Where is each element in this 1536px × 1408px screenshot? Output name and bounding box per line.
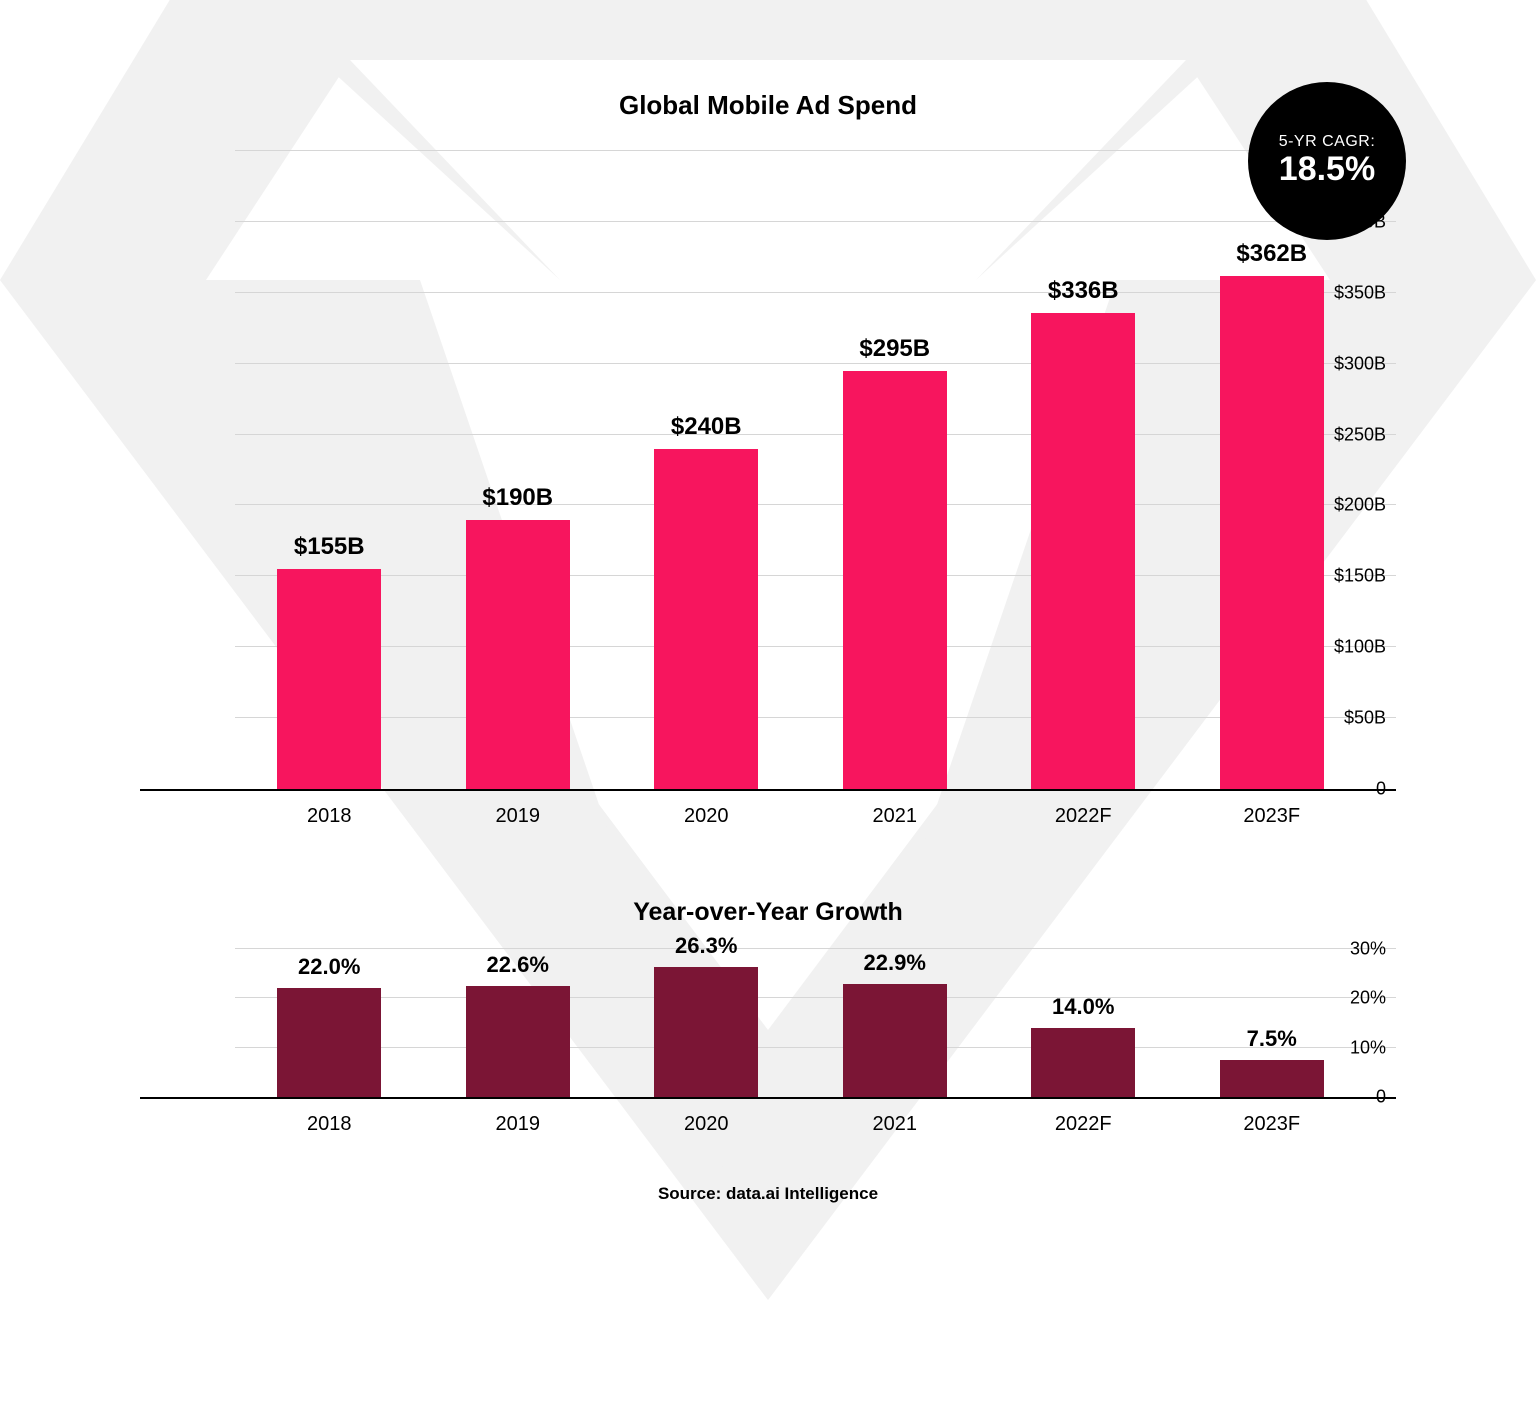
bar-column: $362B xyxy=(1220,151,1324,789)
bar-value-label: 22.9% xyxy=(791,950,998,976)
bar-column: $240B xyxy=(654,151,758,789)
bars-container: $155B $190B $240B $295B $336B $362B xyxy=(235,151,1366,789)
bar-column: 14.0% xyxy=(1031,949,1135,1097)
bar-value-label: $155B xyxy=(226,533,433,561)
x-tick-label: 2020 xyxy=(612,1099,801,1136)
bar-column: $336B xyxy=(1031,151,1135,789)
yoy-chart: Year-over-Year Growth 010%20%30%22.0%22.… xyxy=(140,898,1396,1136)
bar xyxy=(277,988,381,1097)
bar xyxy=(1220,1060,1324,1097)
y-tick-label: 0 xyxy=(1376,779,1386,800)
bar xyxy=(654,449,758,789)
x-tick-label: 2018 xyxy=(235,791,424,828)
bar-value-label: 22.0% xyxy=(226,954,433,980)
cagr-badge-label: 5-YR CAGR: xyxy=(1279,133,1376,151)
bar-value-label: 26.3% xyxy=(603,933,810,959)
bar xyxy=(1031,1028,1135,1097)
source-attribution: Source: data.ai Intelligence xyxy=(140,1184,1396,1204)
bar-column: 22.0% xyxy=(277,949,381,1097)
x-tick-label: 2019 xyxy=(424,1099,613,1136)
yoy-plot-area: 010%20%30%22.0%22.6%26.3%22.9%14.0%7.5% xyxy=(140,949,1396,1099)
x-tick-label: 2023F xyxy=(1178,1099,1367,1136)
bar-value-label: 22.6% xyxy=(414,952,621,978)
x-tick-label: 2021 xyxy=(801,1099,990,1136)
bar-column: $295B xyxy=(843,151,947,789)
x-tick-label: 2022F xyxy=(989,791,1178,828)
cagr-badge: 5-YR CAGR: 18.5% xyxy=(1248,82,1406,240)
bar xyxy=(843,984,947,1097)
x-tick-label: 2022F xyxy=(989,1099,1178,1136)
x-tick-label: 2019 xyxy=(424,791,613,828)
bar-value-label: $240B xyxy=(603,413,810,441)
spend-chart-title: Global Mobile Ad Spend xyxy=(140,90,1396,121)
bar xyxy=(654,967,758,1097)
cagr-badge-value: 18.5% xyxy=(1279,151,1375,188)
bar-value-label: 7.5% xyxy=(1168,1026,1375,1052)
bar-column: $155B xyxy=(277,151,381,789)
bar-value-label: $362B xyxy=(1168,240,1375,268)
bar-value-label: $190B xyxy=(414,484,621,512)
spend-x-axis: 20182019202020212022F2023F xyxy=(235,791,1366,828)
yoy-x-axis: 20182019202020212022F2023F xyxy=(235,1099,1366,1136)
bar xyxy=(466,986,570,1097)
x-tick-label: 2023F xyxy=(1178,791,1367,828)
bar-column: 22.6% xyxy=(466,949,570,1097)
spend-chart: Global Mobile Ad Spend 5-YR CAGR: 18.5% … xyxy=(140,90,1396,828)
bar-value-label: 14.0% xyxy=(980,994,1187,1020)
bar xyxy=(466,520,570,789)
bar-column: 26.3% xyxy=(654,949,758,1097)
y-tick-label: 0 xyxy=(1376,1087,1386,1108)
x-tick-label: 2018 xyxy=(235,1099,424,1136)
bars-container: 22.0% 22.6% 26.3% 22.9% 14.0% 7.5% xyxy=(235,949,1366,1097)
bar xyxy=(1031,313,1135,789)
bar-column: 22.9% xyxy=(843,949,947,1097)
bar-column: 7.5% xyxy=(1220,949,1324,1097)
bar xyxy=(843,371,947,789)
bar-value-label: $295B xyxy=(791,335,998,363)
bar-column: $190B xyxy=(466,151,570,789)
x-tick-label: 2020 xyxy=(612,791,801,828)
x-tick-label: 2021 xyxy=(801,791,990,828)
bar xyxy=(1220,276,1324,789)
yoy-chart-title: Year-over-Year Growth xyxy=(140,898,1396,927)
spend-plot-area: 0$50B$100B$150B$200B$250B$300B$350B$400B… xyxy=(140,151,1396,791)
bar-value-label: $336B xyxy=(980,277,1187,305)
bar xyxy=(277,569,381,789)
